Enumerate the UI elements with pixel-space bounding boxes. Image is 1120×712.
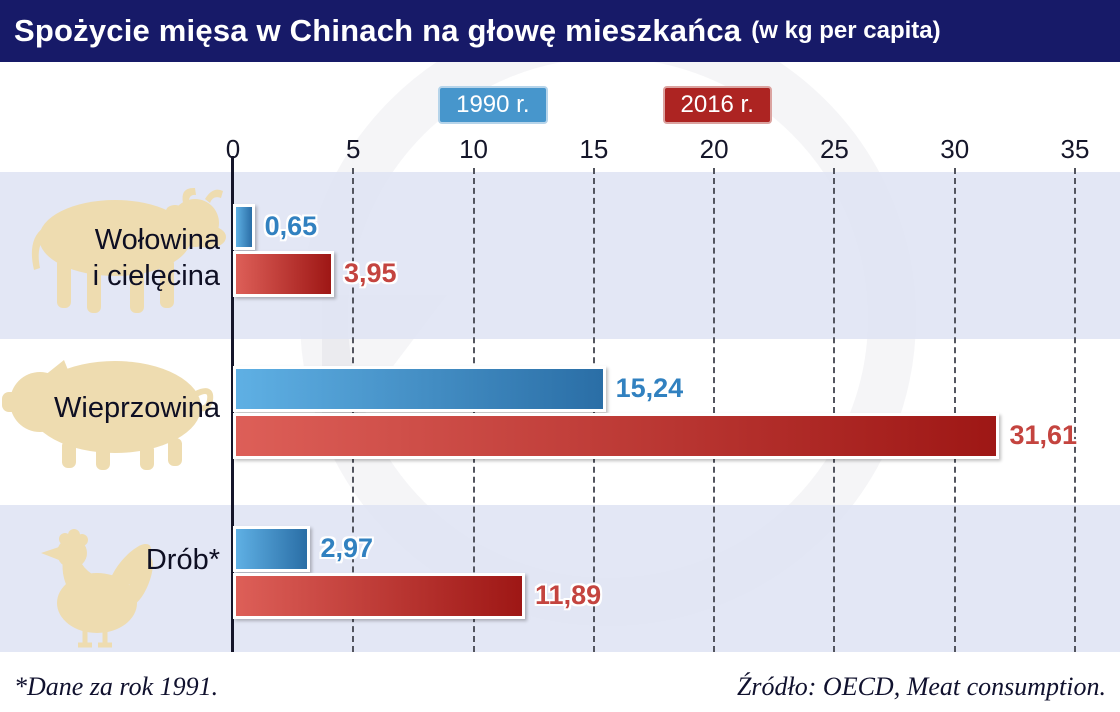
category-label-poultry: Drób*	[145, 544, 220, 576]
title-bar: Spożycie mięsa w Chinach na głowę mieszk…	[0, 0, 1120, 62]
category-label-pork: Wieprzowina	[54, 392, 220, 424]
footnote: *Dane za rok 1991.	[14, 672, 219, 701]
bar-beef-1990	[233, 203, 255, 250]
bar-row-poultry: 2,97 11,89	[233, 525, 1120, 619]
axis-tick-label: 20	[699, 134, 729, 164]
axis-tick-label: 30	[940, 134, 970, 164]
value-label: 11,89	[535, 580, 602, 610]
axis-tick-label: 10	[459, 134, 489, 164]
bar-row-pork: 15,24 31,61	[233, 365, 1120, 459]
legend-item-1990: 1990 r.	[438, 86, 548, 124]
pig-icon	[0, 352, 215, 470]
value-label: 2,97	[320, 533, 373, 563]
chart-legend: 1990 r. 2016 r.	[45, 86, 1120, 124]
row-band	[0, 505, 1120, 652]
bar-row-beef: 0,65 3,95	[233, 203, 1120, 297]
page-subtitle: (w kg per capita)	[751, 17, 941, 44]
value-label: 0,65	[264, 211, 318, 241]
axis-tick-label: 5	[346, 134, 361, 164]
source-credit: Źródło: OECD, Meat consumption.	[736, 672, 1106, 701]
legend-item-2016: 2016 r.	[662, 86, 772, 124]
bar-poultry-1990	[233, 525, 311, 572]
grid-line	[953, 168, 956, 652]
page-title: Spożycie mięsa w Chinach na głowę mieszk…	[14, 13, 742, 48]
grid-line	[713, 168, 716, 652]
axis-line	[231, 156, 234, 652]
axis-tick-label: 25	[819, 134, 849, 164]
grid-line	[1074, 168, 1076, 652]
bar-pork-2016	[233, 412, 1000, 459]
bar-pork-1990	[233, 365, 606, 412]
rooster-icon	[35, 523, 155, 651]
category-label-beef: Wołowina i cielęcina	[92, 224, 220, 292]
value-label: 15,24	[615, 373, 684, 403]
value-label: 31,61	[1009, 420, 1078, 450]
axis-ticks: 0 5 10 15 20 25 30 35	[0, 134, 1120, 168]
axis-tick-label: 35	[1060, 134, 1090, 164]
value-label: 3,95	[344, 258, 397, 288]
bar-poultry-2016	[233, 572, 526, 619]
cow-icon	[15, 183, 230, 318]
bar-beef-2016	[233, 250, 335, 297]
grid-line	[833, 168, 836, 652]
axis-tick-label: 0	[225, 134, 241, 164]
axis-tick-label: 15	[579, 134, 609, 164]
